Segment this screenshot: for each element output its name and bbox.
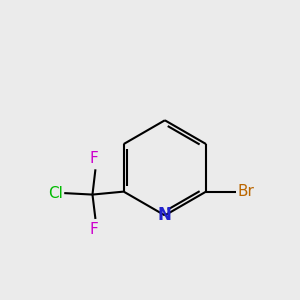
- Text: N: N: [158, 206, 172, 224]
- Text: F: F: [90, 151, 98, 166]
- Text: Br: Br: [237, 184, 254, 199]
- Text: F: F: [90, 222, 98, 237]
- Text: Cl: Cl: [48, 186, 63, 201]
